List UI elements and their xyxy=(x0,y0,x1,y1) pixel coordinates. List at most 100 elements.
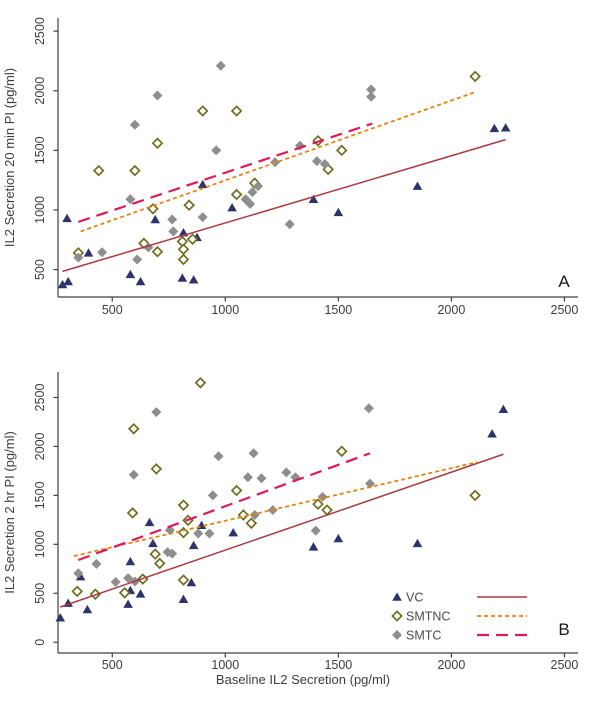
point-smtc xyxy=(253,181,264,192)
point-smtnc xyxy=(230,484,243,497)
point-vc xyxy=(333,207,344,217)
point-vc xyxy=(197,179,208,189)
point-smtnc xyxy=(230,105,243,117)
point-smtnc xyxy=(151,245,164,258)
point-smtnc xyxy=(469,70,481,83)
point-vc xyxy=(83,248,94,257)
point-vc xyxy=(188,540,199,550)
legend: VC SMTNC SMTC xyxy=(391,591,527,643)
panel-B: 500 1000 1500 2000 2500 0 500 1000 1500 2000 2500 I… xyxy=(2,372,578,687)
x-tick-label: 500 xyxy=(102,303,123,317)
point-smtc xyxy=(129,119,140,130)
legend-row-smtnc: SMTNC xyxy=(391,610,527,624)
legend-label: SMTNC xyxy=(406,610,450,624)
trendline-vc xyxy=(62,138,506,273)
point-vc xyxy=(487,429,497,438)
point-smtc xyxy=(281,467,292,478)
point-smtnc xyxy=(151,137,164,149)
y-tick-label: 1000 xyxy=(33,196,47,224)
x-tick-label: 2000 xyxy=(437,658,465,672)
point-smtc xyxy=(242,472,253,483)
point-smtc xyxy=(366,91,377,102)
legend-label: SMTC xyxy=(406,629,441,643)
point-smtc xyxy=(311,156,322,167)
trendline-smtc xyxy=(77,122,373,223)
x-axis-title: Baseline IL2 Secretion (pg/ml) xyxy=(216,672,390,687)
point-smtc xyxy=(319,159,330,170)
point-smtnc xyxy=(194,376,207,389)
point-smtc xyxy=(151,407,162,418)
point-smtc xyxy=(245,199,256,209)
point-smtc xyxy=(249,509,260,520)
point-smtc xyxy=(125,194,136,205)
y-tick-label: 2500 xyxy=(33,17,47,45)
point-smtc xyxy=(207,490,218,501)
point-smtnc xyxy=(245,517,258,530)
point-vc xyxy=(186,577,197,587)
x-tick-label: 500 xyxy=(102,658,123,672)
point-smtnc xyxy=(177,526,190,539)
point-vc xyxy=(125,556,136,566)
point-smtnc xyxy=(312,498,324,510)
series-vc xyxy=(57,123,511,289)
point-vc xyxy=(308,542,319,551)
legend-open-diamond-icon xyxy=(391,610,403,622)
point-smtc xyxy=(197,212,208,223)
point-smtnc xyxy=(177,243,190,256)
point-smtc xyxy=(73,568,84,579)
point-smtc xyxy=(167,214,178,225)
point-vc xyxy=(123,599,133,608)
point-smtc xyxy=(168,226,179,237)
point-vc xyxy=(135,589,146,598)
point-smtnc xyxy=(237,509,250,521)
point-vc xyxy=(150,214,161,224)
point-smtnc xyxy=(71,585,84,598)
point-vc xyxy=(228,527,239,537)
x-tick-label: 1500 xyxy=(324,658,352,672)
point-smtnc xyxy=(118,586,131,599)
point-smtnc xyxy=(149,548,162,560)
series-vc xyxy=(55,404,509,622)
point-smtc xyxy=(215,60,226,71)
y-tick-label: 1500 xyxy=(33,136,47,164)
point-smtnc xyxy=(230,188,243,201)
point-smtc xyxy=(152,90,163,101)
point-smtnc xyxy=(183,199,195,211)
point-vc xyxy=(489,123,500,133)
y-tick-label: 500 xyxy=(33,583,47,604)
y-axis-title: IL2 Secretion 20 min PI (pg/ml) xyxy=(2,68,17,247)
point-smtc xyxy=(73,252,84,263)
point-vc xyxy=(177,273,188,282)
series-smtc xyxy=(73,60,377,265)
point-smtnc xyxy=(177,499,190,511)
point-smtnc xyxy=(126,507,139,519)
y-tick-label: 2000 xyxy=(33,77,47,105)
point-smtnc xyxy=(92,164,105,177)
point-vc xyxy=(500,123,511,132)
point-smtnc xyxy=(127,422,140,435)
point-smtnc xyxy=(177,574,190,586)
panel-letter-b: B xyxy=(558,620,569,639)
point-smtc xyxy=(211,145,222,156)
point-vc xyxy=(62,213,72,223)
x-tick-label: 1500 xyxy=(324,303,352,317)
point-smtnc xyxy=(335,144,348,157)
panel-A: 500 1000 1500 2000 2500 500 1000 1500 2000 2500 IL… xyxy=(2,17,578,317)
point-smtc xyxy=(123,573,134,584)
y-tick-label: 0 xyxy=(33,639,47,646)
point-smtnc xyxy=(153,557,166,570)
point-vc xyxy=(498,404,509,414)
point-vc xyxy=(125,269,136,279)
point-smtnc xyxy=(150,463,163,475)
y-tick-label: 500 xyxy=(33,259,47,280)
point-vc xyxy=(178,594,189,603)
y-tick-label: 1500 xyxy=(33,481,47,509)
series-smtnc xyxy=(72,70,481,266)
point-vc xyxy=(412,181,423,190)
point-vc xyxy=(308,194,319,204)
point-smtc xyxy=(167,548,178,559)
series-smtc xyxy=(73,403,375,588)
point-smtc xyxy=(132,254,143,265)
